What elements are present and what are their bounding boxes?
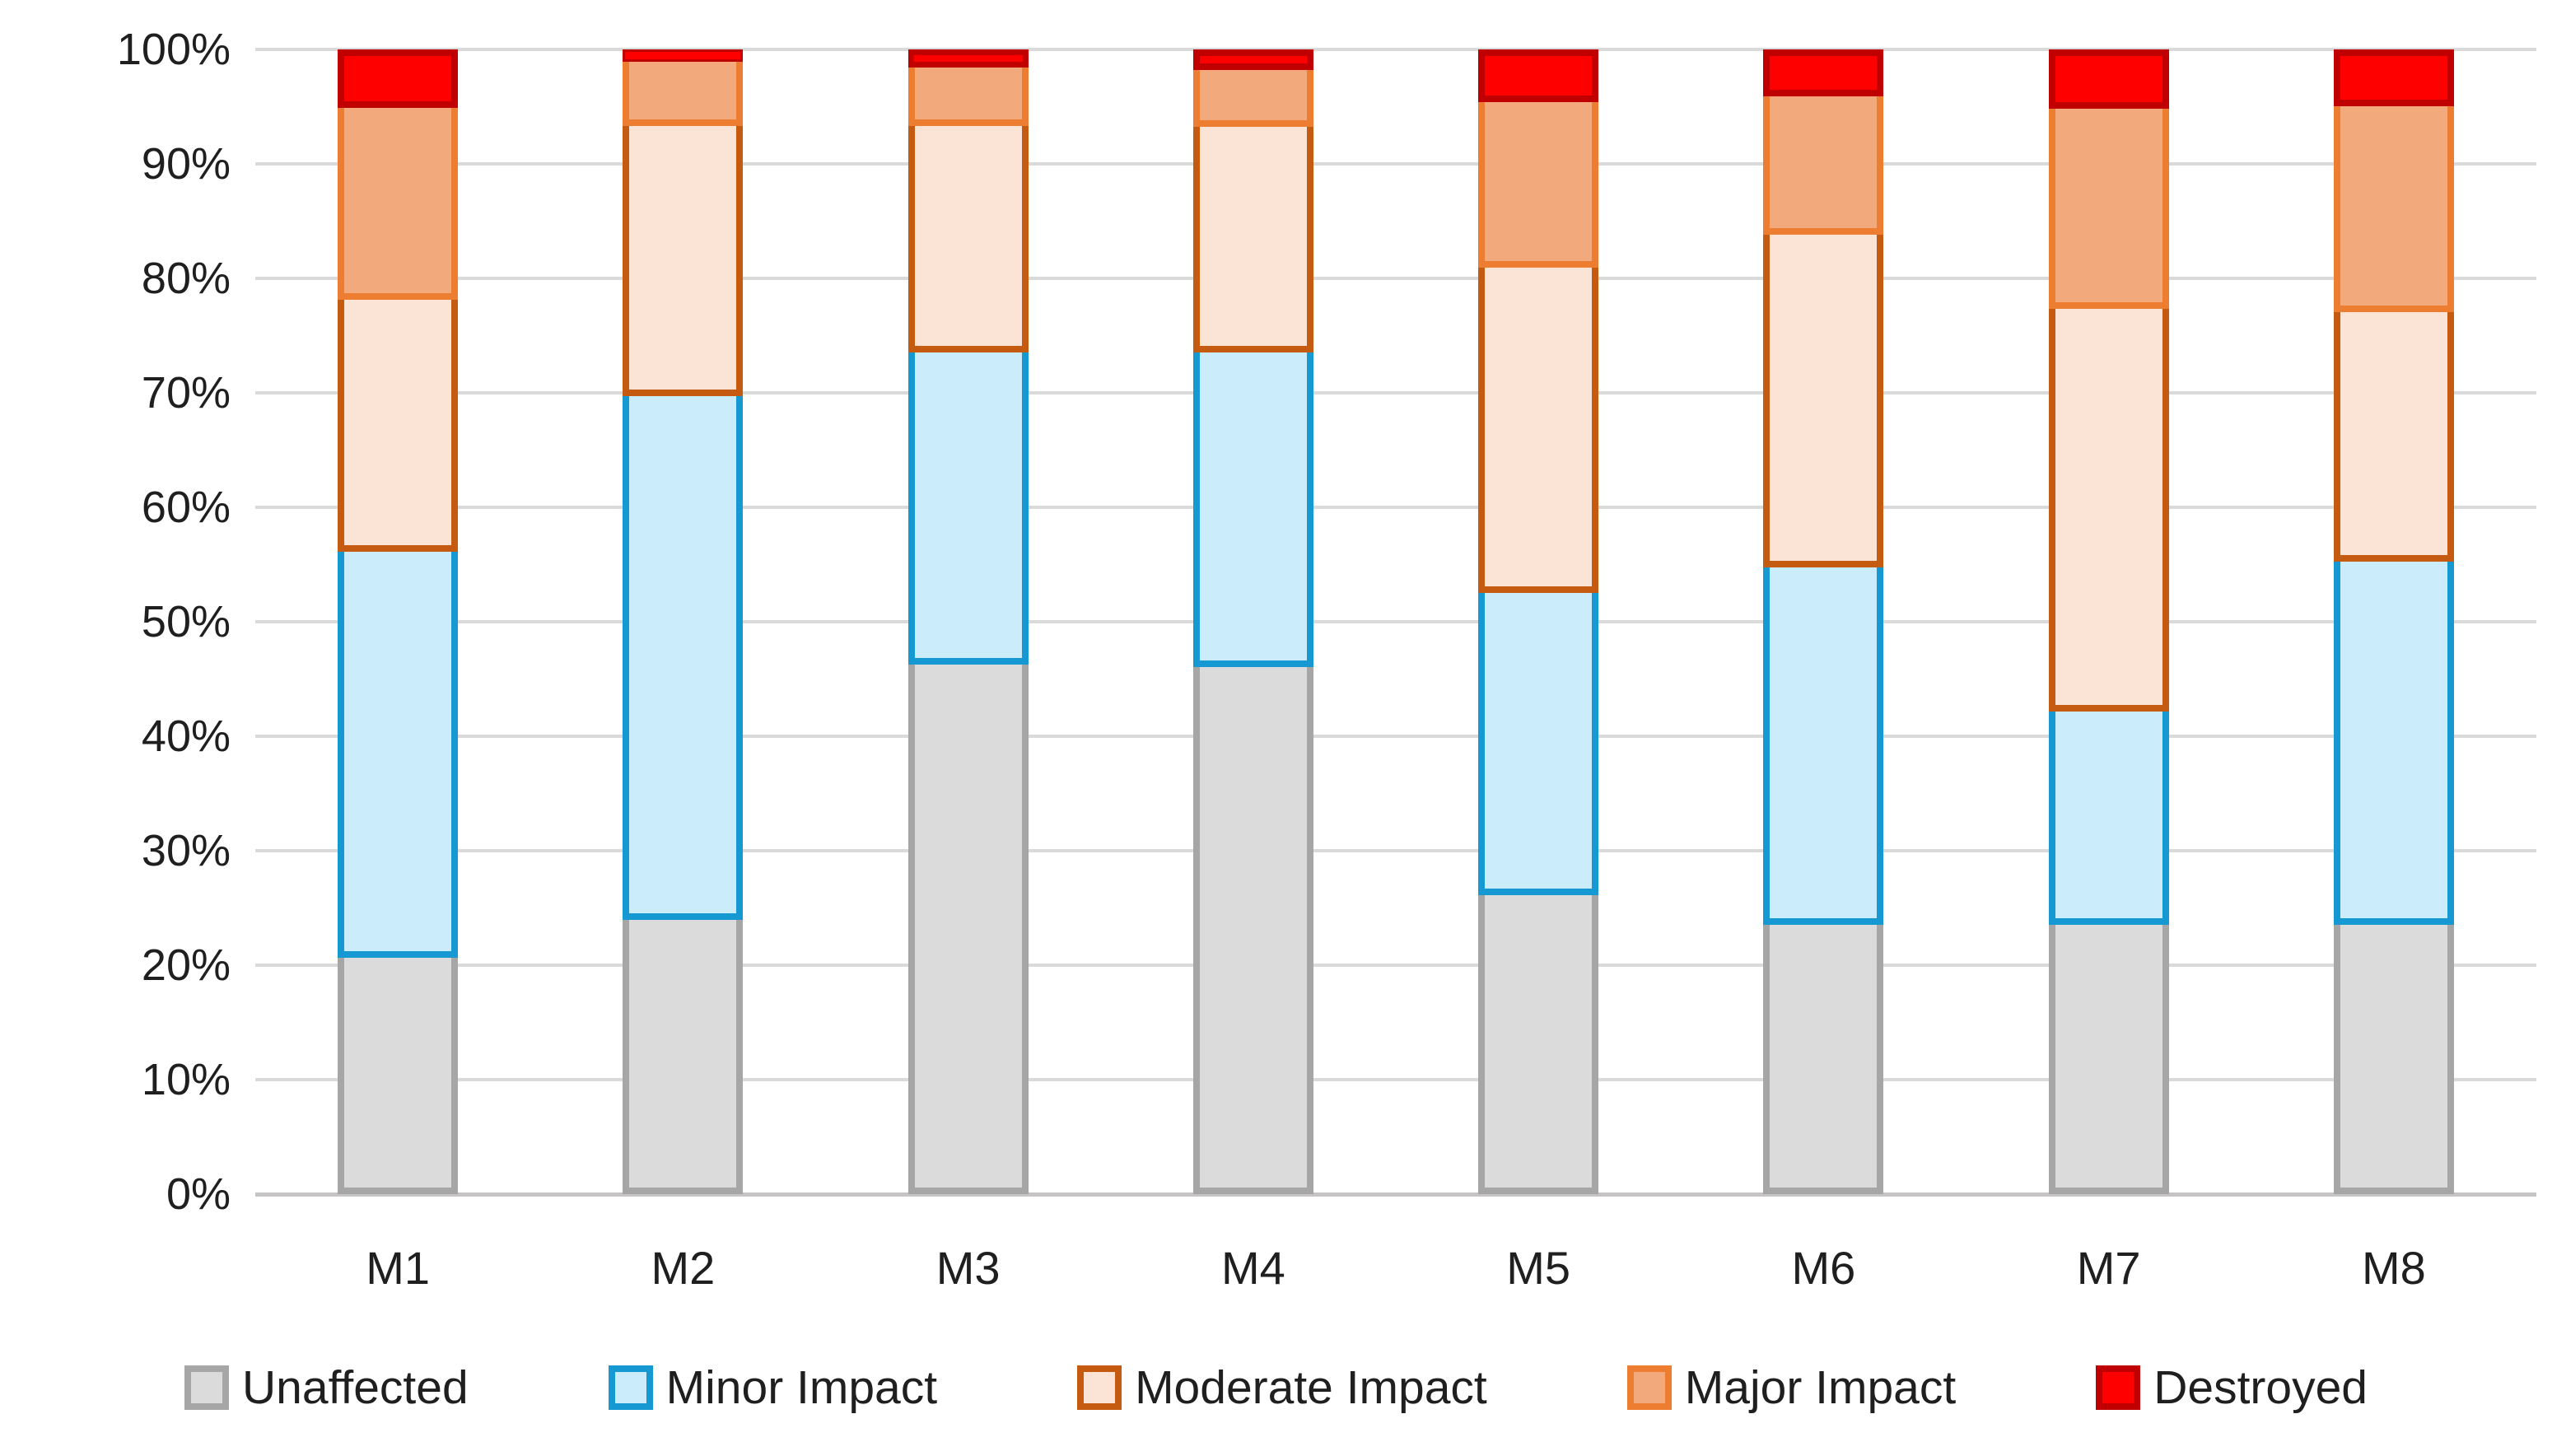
gridline-50 bbox=[255, 620, 2536, 623]
bar-M7 bbox=[2048, 49, 2169, 1194]
y-tick-label-10: 10% bbox=[141, 1055, 231, 1104]
segment-M8-major-impact[interactable] bbox=[2333, 100, 2454, 313]
segment-M1-minor-impact[interactable] bbox=[338, 544, 459, 959]
legend-swatch-minor-impact bbox=[608, 1365, 653, 1410]
segment-M6-unaffected[interactable] bbox=[1763, 918, 1884, 1194]
segment-M7-minor-impact[interactable] bbox=[2048, 705, 2169, 925]
x-tick-label-M7: M7 bbox=[2076, 1242, 2141, 1294]
gridline-20 bbox=[255, 964, 2536, 967]
legend-label-destroyed: Destroyed bbox=[2153, 1361, 2368, 1414]
plot-area bbox=[255, 48, 2536, 1197]
segment-M1-moderate-impact[interactable] bbox=[338, 293, 459, 552]
y-tick-label-50: 50% bbox=[141, 597, 231, 646]
segment-M5-destroyed[interactable] bbox=[1478, 49, 1599, 102]
gridline-90 bbox=[255, 162, 2536, 166]
bar-M1 bbox=[338, 49, 459, 1194]
y-tick-label-100: 100% bbox=[116, 25, 231, 74]
x-tick-label-M4: M4 bbox=[1220, 1242, 1285, 1294]
legend-item-destroyed[interactable]: Destroyed bbox=[2096, 1363, 2368, 1412]
legend-label-minor-impact: Minor Impact bbox=[665, 1361, 938, 1414]
segment-M8-unaffected[interactable] bbox=[2333, 918, 2454, 1194]
y-tick-label-80: 80% bbox=[141, 254, 231, 303]
segment-M4-major-impact[interactable] bbox=[1192, 63, 1313, 128]
bar-M8 bbox=[2333, 49, 2454, 1194]
legend-swatch-unaffected bbox=[184, 1365, 229, 1410]
bar-M4 bbox=[1192, 49, 1313, 1194]
x-tick-label-M2: M2 bbox=[651, 1242, 716, 1294]
segment-M4-moderate-impact[interactable] bbox=[1192, 120, 1313, 352]
segment-M3-minor-impact[interactable] bbox=[907, 346, 1029, 665]
segment-M3-destroyed[interactable] bbox=[907, 49, 1029, 68]
segment-M4-destroyed[interactable] bbox=[1192, 49, 1313, 70]
segment-M1-destroyed[interactable] bbox=[338, 49, 459, 108]
x-tick-label-M3: M3 bbox=[935, 1242, 1001, 1294]
legend-label-moderate-impact: Moderate Impact bbox=[1135, 1361, 1487, 1414]
segment-M8-moderate-impact[interactable] bbox=[2333, 306, 2454, 562]
gridline-100 bbox=[255, 48, 2536, 51]
gridline-30 bbox=[255, 849, 2536, 852]
x-tick-label-M5: M5 bbox=[1506, 1242, 1571, 1294]
segment-M6-moderate-impact[interactable] bbox=[1763, 227, 1884, 568]
bar-M3 bbox=[907, 49, 1029, 1194]
segment-M1-major-impact[interactable] bbox=[338, 100, 459, 301]
segment-M6-destroyed[interactable] bbox=[1763, 49, 1884, 96]
gridline-40 bbox=[255, 735, 2536, 738]
segment-M6-minor-impact[interactable] bbox=[1763, 561, 1884, 925]
segment-M4-minor-impact[interactable] bbox=[1192, 346, 1313, 668]
segment-M3-moderate-impact[interactable] bbox=[907, 119, 1029, 352]
bar-M2 bbox=[623, 49, 744, 1194]
segment-M5-minor-impact[interactable] bbox=[1478, 586, 1599, 895]
segment-M4-unaffected[interactable] bbox=[1192, 660, 1313, 1194]
legend-label-unaffected: Unaffected bbox=[242, 1361, 469, 1414]
segment-M7-destroyed[interactable] bbox=[2048, 49, 2169, 109]
legend: Unaffected Minor Impact Moderate Impact Maj… bbox=[0, 1363, 2552, 1412]
y-tick-label-0: 0% bbox=[166, 1169, 231, 1219]
legend-label-major-impact: Major Impact bbox=[1684, 1361, 1957, 1414]
segment-M5-moderate-impact[interactable] bbox=[1478, 261, 1599, 593]
legend-item-minor-impact[interactable]: Minor Impact bbox=[608, 1361, 938, 1414]
bar-M5 bbox=[1478, 49, 1599, 1194]
segment-M3-major-impact[interactable] bbox=[907, 60, 1029, 126]
segment-M7-moderate-impact[interactable] bbox=[2048, 302, 2169, 712]
y-tick-label-40: 40% bbox=[141, 712, 231, 761]
gridline-70 bbox=[255, 391, 2536, 394]
segment-M2-minor-impact[interactable] bbox=[623, 389, 744, 921]
segment-M7-unaffected[interactable] bbox=[2048, 918, 2169, 1194]
x-tick-label-M1: M1 bbox=[366, 1242, 431, 1294]
segment-M7-major-impact[interactable] bbox=[2048, 101, 2169, 310]
legend-swatch-major-impact bbox=[1626, 1365, 1672, 1410]
gridline-60 bbox=[255, 506, 2536, 509]
legend-item-major-impact[interactable]: Major Impact bbox=[1626, 1361, 1957, 1414]
y-tick-label-20: 20% bbox=[141, 940, 231, 990]
y-tick-label-30: 30% bbox=[141, 826, 231, 875]
segment-M2-destroyed[interactable] bbox=[623, 49, 744, 62]
gridline-10 bbox=[255, 1078, 2536, 1081]
x-tick-label-M8: M8 bbox=[2361, 1242, 2426, 1294]
y-tick-label-90: 90% bbox=[141, 139, 231, 189]
segment-M2-major-impact[interactable] bbox=[623, 54, 744, 126]
x-axis-line bbox=[255, 1192, 2536, 1197]
y-tick-label-70: 70% bbox=[141, 368, 231, 418]
segment-M8-minor-impact[interactable] bbox=[2333, 555, 2454, 925]
x-tick-label-M6: M6 bbox=[1791, 1242, 1856, 1294]
segment-M1-unaffected[interactable] bbox=[338, 951, 459, 1194]
segment-M8-destroyed[interactable] bbox=[2333, 49, 2454, 107]
segment-M5-unaffected[interactable] bbox=[1478, 888, 1599, 1194]
legend-item-unaffected[interactable]: Unaffected bbox=[184, 1363, 469, 1412]
legend-swatch-moderate-impact bbox=[1077, 1365, 1122, 1410]
y-tick-label-60: 60% bbox=[141, 483, 231, 532]
legend-swatch-destroyed bbox=[2096, 1365, 2141, 1410]
legend-item-moderate-impact[interactable]: Moderate Impact bbox=[1077, 1363, 1487, 1412]
bar-M6 bbox=[1763, 49, 1884, 1194]
segment-M2-unaffected[interactable] bbox=[623, 913, 744, 1194]
segment-M6-major-impact[interactable] bbox=[1763, 89, 1884, 235]
segment-M2-moderate-impact[interactable] bbox=[623, 119, 744, 396]
segment-M5-major-impact[interactable] bbox=[1478, 95, 1599, 268]
gridline-80 bbox=[255, 277, 2536, 280]
segment-M3-unaffected[interactable] bbox=[907, 658, 1029, 1194]
